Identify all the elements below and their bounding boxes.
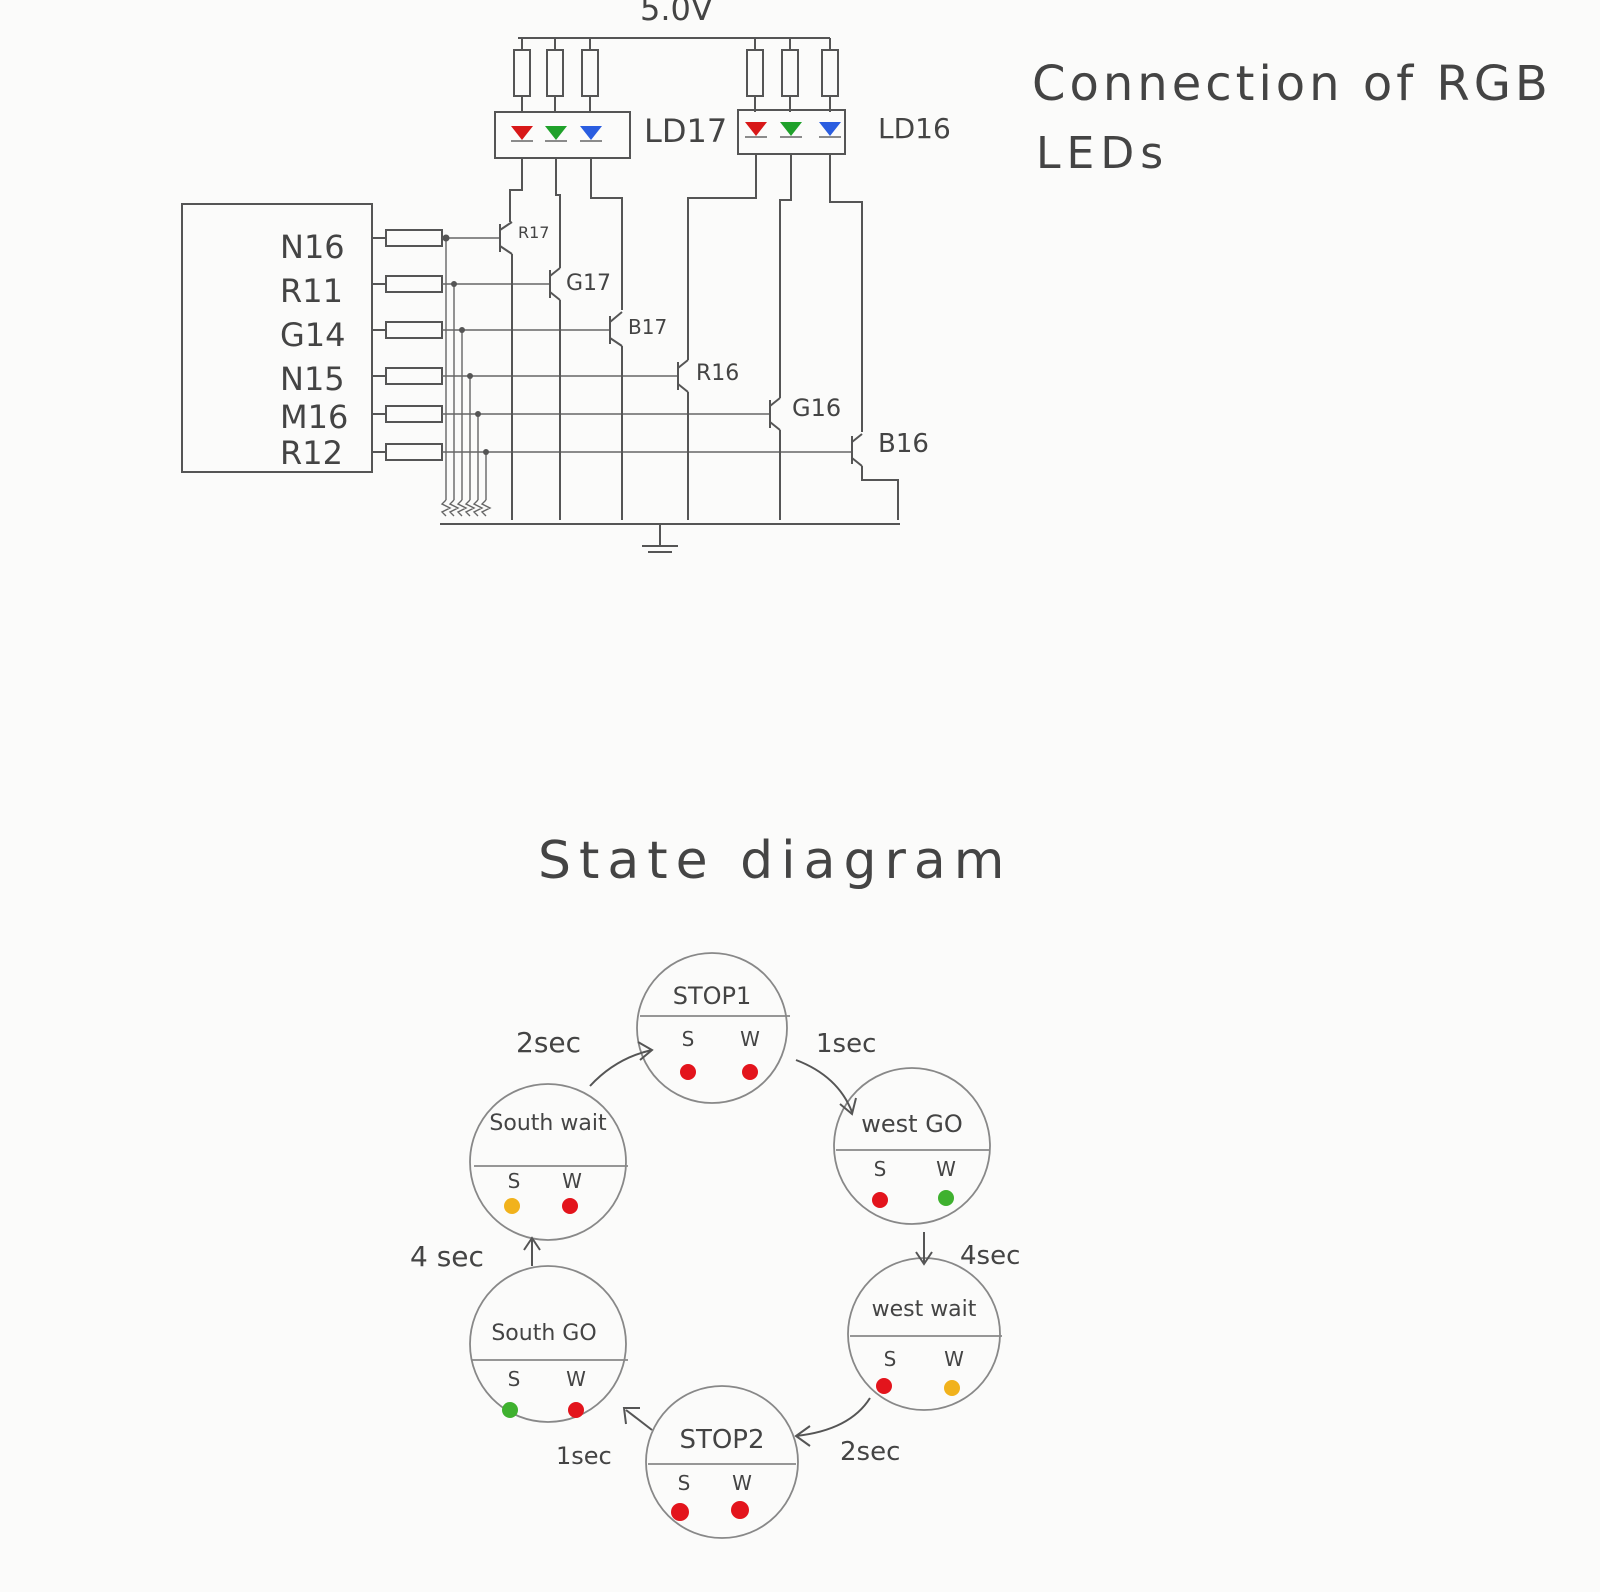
south-light — [502, 1402, 518, 1418]
blue-led — [819, 122, 841, 136]
transistor-label: B16 — [878, 429, 929, 459]
west-column-label: W — [566, 1367, 586, 1391]
west-column-label: W — [740, 1027, 760, 1051]
pin-label: R11 — [280, 272, 343, 310]
state-diagram: State diagram STOP1 S W west GO S W west… — [410, 831, 1020, 1539]
south-column-label: S — [508, 1169, 521, 1193]
state-node: west GO S W — [833, 1067, 991, 1225]
west-column-label: W — [562, 1169, 582, 1193]
red-led — [511, 126, 533, 140]
state-name: STOP2 — [679, 1425, 764, 1455]
pin-label: M16 — [280, 398, 348, 436]
west-light — [568, 1402, 584, 1418]
south-light — [680, 1064, 696, 1080]
red-led — [745, 122, 767, 136]
transistor-label: G17 — [566, 271, 611, 296]
state-node: STOP2 S W — [645, 1385, 799, 1539]
south-column-label: S — [678, 1471, 691, 1495]
led-resistors — [513, 38, 839, 112]
state-node: South GO S W — [469, 1265, 628, 1423]
circuit-title-line2: LEDs — [1036, 128, 1169, 179]
transition-label: 2sec — [840, 1437, 900, 1467]
transition-arrow: 2sec — [516, 1026, 654, 1087]
green-led — [780, 122, 802, 136]
transition-arrow: 4 sec — [410, 1236, 541, 1273]
circuit-title: Connection of RGB — [1032, 56, 1552, 112]
transistor-label: R17 — [518, 223, 549, 242]
pin-label: G14 — [280, 316, 346, 354]
transistor-r17 — [499, 221, 513, 520]
green-led — [545, 126, 567, 140]
west-light — [938, 1190, 954, 1206]
west-column-label: W — [936, 1157, 956, 1181]
led-label-ld16: LD16 — [878, 112, 951, 145]
transistor-label: R16 — [696, 361, 739, 386]
base-lines — [440, 234, 852, 517]
west-column-label: W — [944, 1347, 964, 1371]
transistor-label: B17 — [628, 315, 667, 339]
south-light — [872, 1192, 888, 1208]
transition-arrow: 2sec — [794, 1397, 900, 1467]
south-column-label: S — [682, 1027, 695, 1051]
transistor-b17 — [609, 311, 623, 520]
transition-label: 4sec — [960, 1241, 1020, 1271]
state-name: west GO — [861, 1110, 962, 1138]
transition-label: 1sec — [816, 1029, 876, 1059]
pin-label: R12 — [280, 434, 343, 472]
state-name: STOP1 — [673, 982, 752, 1010]
led-package-ld16 — [737, 109, 846, 155]
transition-label: 4 sec — [410, 1240, 484, 1273]
south-light — [876, 1378, 892, 1394]
led-label-ld17: LD17 — [644, 112, 727, 150]
transistor-r16 — [677, 359, 689, 520]
pin-label: N15 — [280, 360, 345, 398]
transition-arrow: 1sec — [556, 1407, 653, 1470]
fpga-pins: N16 R11 G14 N15 M16 R12 — [280, 228, 348, 472]
transistors: R17 G17 B17 R16 G16 B16 — [499, 221, 929, 520]
pin-label: N16 — [280, 228, 345, 266]
state-node: STOP1 S W — [636, 952, 790, 1104]
west-light — [944, 1380, 960, 1396]
west-light — [562, 1198, 578, 1214]
supply-label: 5.0V — [640, 0, 713, 28]
south-light — [671, 1503, 689, 1521]
led-package-ld17 — [494, 111, 631, 159]
transition-label: 2sec — [516, 1026, 581, 1059]
base-resistors — [372, 229, 443, 461]
transition-arrow: 4sec — [915, 1232, 1020, 1271]
ground-symbol — [440, 523, 900, 553]
south-column-label: S — [884, 1347, 897, 1371]
state-name: west wait — [872, 1297, 977, 1322]
state-node: South wait S W — [469, 1083, 628, 1241]
south-column-label: S — [874, 1157, 887, 1181]
transition-arrow: 1sec — [795, 1029, 876, 1116]
west-light — [742, 1064, 758, 1080]
west-light — [731, 1501, 749, 1519]
transistor-b16 — [851, 433, 899, 520]
south-light — [504, 1198, 520, 1214]
circuit-schematic: 5.0V — [181, 0, 1552, 553]
south-column-label: S — [508, 1367, 521, 1391]
transistor-g16 — [769, 397, 781, 520]
west-column-label: W — [732, 1471, 752, 1495]
transition-label: 1sec — [556, 1442, 612, 1470]
fpga-block — [181, 203, 373, 473]
blue-led — [580, 126, 602, 140]
state-name: South GO — [491, 1321, 596, 1346]
state-name: South wait — [489, 1111, 607, 1136]
state-diagram-title: State diagram — [538, 831, 1012, 891]
state-node: west wait S W — [847, 1257, 1002, 1411]
transistor-label: G16 — [792, 394, 841, 422]
transistor-g17 — [549, 267, 561, 520]
